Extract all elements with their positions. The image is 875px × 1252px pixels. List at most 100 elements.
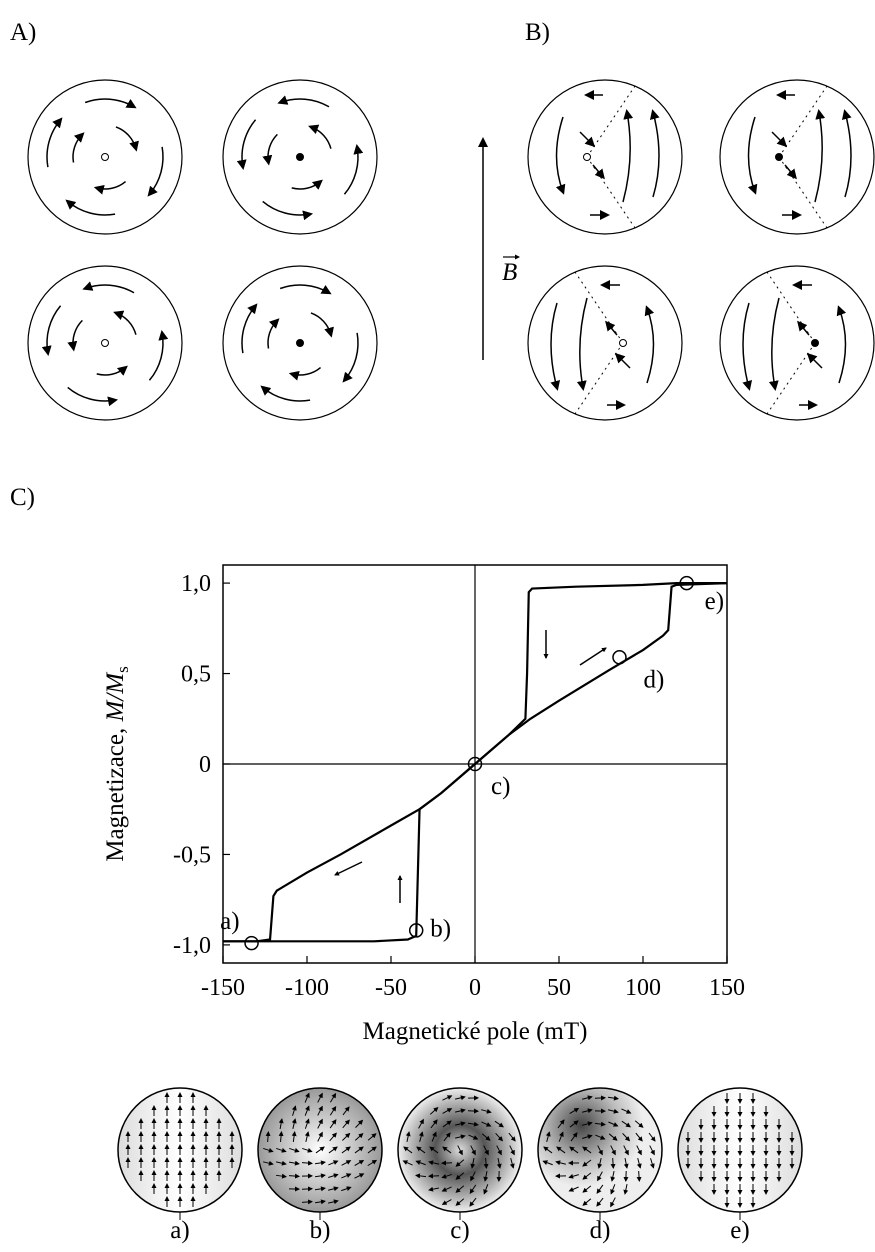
moment — [315, 1146, 325, 1154]
y-tick-label: 0 — [199, 752, 211, 778]
moment — [596, 1197, 604, 1207]
simulation — [397, 1087, 523, 1220]
y-tick-label: 0,5 — [181, 662, 211, 688]
state-label: c) — [450, 1217, 469, 1244]
moment — [304, 1131, 310, 1142]
moment — [483, 1184, 489, 1195]
moment — [634, 1120, 644, 1128]
x-axis-label: Magnetické pole (mT) — [363, 1018, 588, 1045]
y-tick-label: 1,0 — [181, 571, 211, 597]
moment — [582, 1172, 592, 1180]
moment — [594, 1121, 606, 1127]
moment — [467, 1121, 479, 1127]
sweep-arrow — [579, 647, 607, 666]
moment — [455, 1108, 466, 1114]
flux-arrow — [67, 319, 83, 352]
flux-arrow — [67, 386, 119, 407]
flux-arrow — [814, 109, 826, 203]
moment — [442, 1146, 452, 1154]
moment — [569, 1107, 580, 1114]
flux-arrow — [579, 131, 596, 148]
moment — [441, 1199, 452, 1205]
simulation — [257, 1087, 383, 1220]
moment — [415, 1173, 427, 1179]
x-tick-label: -50 — [375, 975, 407, 1001]
flux-arrow — [148, 329, 169, 381]
moment — [367, 1146, 377, 1154]
disk — [719, 265, 875, 421]
moment — [430, 1119, 438, 1129]
moment — [597, 1158, 603, 1169]
moment — [415, 1160, 426, 1166]
flux-arrow — [236, 119, 257, 171]
x-tick-label: 100 — [625, 975, 661, 1001]
wall — [778, 85, 828, 229]
state-marker — [244, 935, 259, 951]
flux-arrow — [147, 146, 164, 197]
moment — [403, 1146, 413, 1154]
disk — [527, 265, 683, 421]
moment — [610, 1197, 616, 1208]
core — [101, 339, 109, 347]
moment — [276, 1147, 287, 1153]
flux-arrow — [555, 116, 566, 195]
moment — [635, 1132, 643, 1142]
y-axis-label: Magnetizace, M/Ms — [102, 666, 132, 861]
moment — [569, 1120, 579, 1128]
disk — [222, 265, 378, 421]
moment — [570, 1132, 578, 1142]
moment — [610, 1157, 616, 1169]
moment — [470, 1171, 476, 1182]
state-label: d) — [643, 666, 664, 693]
flux-arrow — [592, 164, 605, 180]
flux-arrow — [784, 164, 797, 180]
moment — [597, 1171, 603, 1182]
moment — [278, 1118, 284, 1130]
moment — [288, 1173, 300, 1179]
moment — [455, 1198, 465, 1206]
moment — [342, 1132, 351, 1141]
moment — [341, 1173, 352, 1179]
moment — [443, 1132, 451, 1142]
moment — [623, 1184, 629, 1195]
moment — [442, 1120, 452, 1128]
moment — [314, 1199, 326, 1205]
moment — [582, 1146, 592, 1154]
moment — [469, 1184, 477, 1194]
moment — [314, 1173, 326, 1179]
moment — [608, 1108, 619, 1114]
shifted-vortex — [527, 79, 683, 235]
flux-arrow — [262, 200, 314, 221]
moment — [441, 1186, 452, 1192]
flux-arrow — [836, 305, 847, 384]
moment — [545, 1131, 551, 1142]
moment — [610, 1145, 616, 1156]
flux-arrow — [797, 320, 810, 336]
moment — [481, 1133, 491, 1141]
moment — [328, 1199, 339, 1205]
moment — [304, 1105, 310, 1116]
panel-label: B) — [525, 19, 550, 46]
moment — [405, 1131, 411, 1142]
flux-arrow — [747, 116, 758, 195]
state-label: e) — [730, 1217, 749, 1244]
disk — [719, 79, 875, 235]
moment — [582, 1198, 592, 1206]
moment — [302, 1147, 313, 1153]
x-tick-label: 150 — [709, 975, 745, 1001]
moment — [275, 1173, 287, 1179]
disk — [27, 79, 183, 235]
flux-arrow — [115, 126, 139, 152]
moment — [468, 1134, 479, 1140]
moment — [288, 1160, 300, 1166]
moment — [328, 1173, 339, 1179]
flux-arrow — [277, 95, 330, 108]
moment — [278, 1131, 284, 1143]
wall — [766, 271, 816, 415]
moment — [342, 1106, 350, 1116]
moment — [483, 1170, 489, 1182]
simulation — [537, 1087, 663, 1220]
moment — [597, 1145, 603, 1156]
moment — [291, 1131, 297, 1143]
flux-arrow — [342, 332, 359, 383]
